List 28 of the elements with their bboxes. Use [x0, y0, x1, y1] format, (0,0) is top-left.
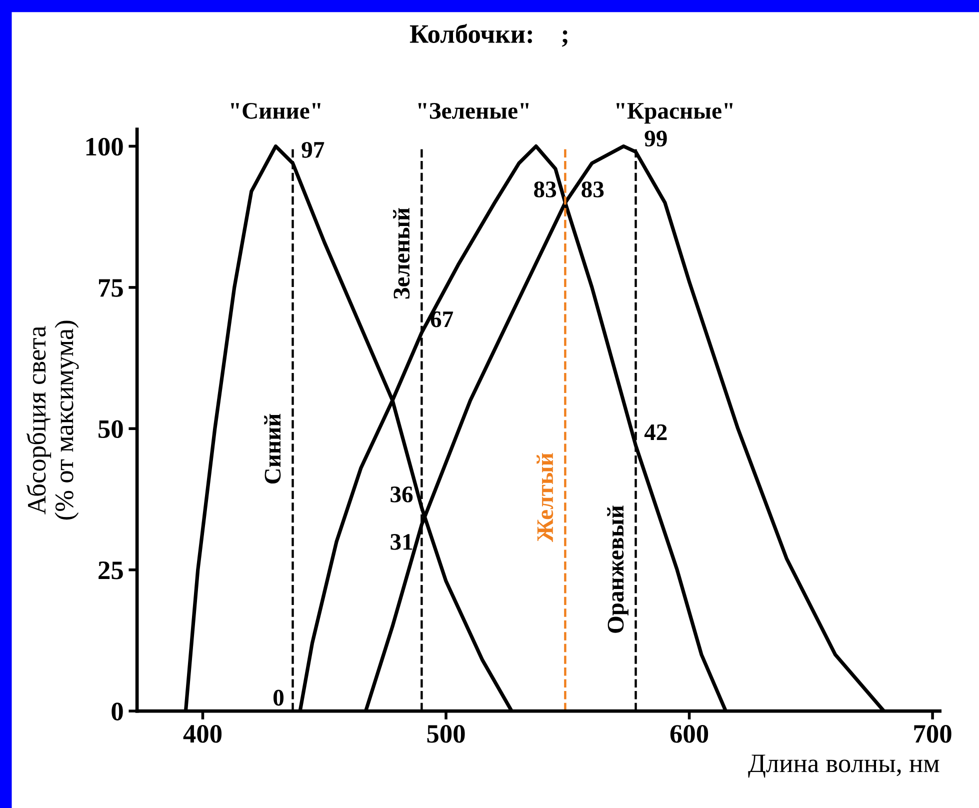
series-label: "Синие" [231, 102, 320, 119]
annotation: 83 [582, 181, 604, 198]
y-tick-label: 0 [112, 702, 123, 720]
x-tick-label: 500 [427, 724, 465, 743]
ref-line-label: Желтый [536, 453, 554, 542]
x-axis-title: Длина волны, нм [748, 754, 940, 778]
chart-title: Колбочки: ; [410, 24, 568, 47]
x-tick-label: 700 [914, 724, 952, 743]
annotation: 83 [534, 181, 556, 198]
y-tick-label: 25 [98, 562, 123, 580]
annotation: 97 [302, 142, 324, 158]
y-tick-label: 100 [86, 138, 123, 156]
y-tick-label: 50 [98, 420, 123, 438]
x-tick-label: 400 [183, 724, 222, 743]
x-tick-label: 600 [670, 724, 708, 743]
y-tick-label: 75 [98, 279, 123, 297]
series-label: "Красные" [616, 103, 733, 124]
annotation: 42 [644, 424, 667, 440]
annotation: 0 [274, 690, 284, 706]
series-label: "Зеленые" [418, 102, 529, 119]
annotation: 67 [430, 311, 454, 328]
ref-line-label: Оранжевый [607, 506, 628, 633]
ref-line-label: Зеленый [393, 208, 410, 299]
annotation: 31 [390, 534, 412, 550]
ref-line-label: Синий [264, 414, 281, 484]
annotation: 99 [644, 130, 667, 147]
annotation: 36 [390, 486, 413, 502]
y-axis-title: Абсорбция света (% от максимума) [26, 320, 79, 520]
